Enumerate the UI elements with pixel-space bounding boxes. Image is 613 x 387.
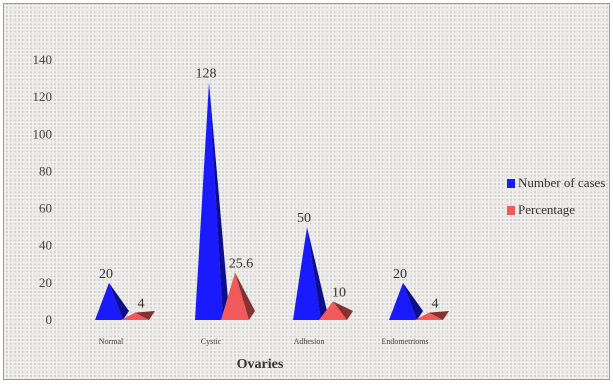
data-labels: 20 128 50 20 4 25.6 10 4 [99, 66, 439, 311]
y-axis-ticks: 0 20 40 60 80 100 120 140 [33, 52, 53, 327]
pyramid-front-face [389, 282, 417, 320]
pyramid-front-face [319, 301, 347, 320]
legend-label: Percentage [518, 202, 575, 217]
pyramid-back-face [333, 301, 353, 320]
category-label: Normal [99, 337, 124, 346]
pyramid-front-face [95, 282, 123, 320]
data-label: 10 [332, 285, 346, 300]
pyramid-back-face [235, 272, 255, 320]
legend: Number of cases Percentage [507, 175, 605, 217]
legend-swatch [507, 179, 515, 188]
y-tick-label: 60 [39, 201, 52, 216]
percentage-pyramid-endometrioms [415, 311, 449, 320]
y-tick-label: 100 [33, 126, 53, 141]
pyramid-front-face [121, 312, 149, 320]
pyramid-back-face [135, 311, 155, 320]
percentage-pyramid-cystic [221, 272, 255, 320]
y-tick-label: 0 [46, 312, 53, 327]
y-tick-label: 20 [39, 275, 52, 290]
y-tick-label: 80 [39, 163, 52, 178]
y-tick-label: 140 [33, 52, 53, 67]
percentage-pyramid-normal [121, 311, 155, 320]
percentage-pyramid-adhesion [319, 301, 353, 320]
pyramid-back-face [429, 311, 449, 320]
data-label: 20 [393, 267, 407, 282]
category-label: Endometrioms [381, 337, 428, 346]
category-labels: Normal Cystic Adhesion Endometrioms [99, 337, 429, 346]
category-label: Adhesion [294, 337, 325, 346]
cases-pyramid-cystic [195, 82, 229, 321]
chart-frame: 0 20 40 60 80 100 120 140 20 128 50 20 4 25.6 10 4 Nor… [3, 3, 610, 380]
chart-marks [95, 82, 449, 321]
pyramid-front-face [415, 312, 443, 320]
legend-swatch [507, 206, 515, 215]
data-label: 20 [99, 267, 113, 282]
pyramid-back-face [109, 282, 129, 320]
data-label: 128 [196, 66, 217, 81]
data-label: 25.6 [229, 256, 254, 271]
pyramid-front-face [221, 272, 249, 320]
pyramid-back-face [403, 282, 423, 320]
cases-pyramid-adhesion [293, 227, 327, 320]
cases-pyramid-endometrioms [389, 282, 423, 320]
y-tick-label: 120 [33, 89, 53, 104]
pyramid-back-face [209, 82, 229, 321]
pyramid-bar-chart: 0 20 40 60 80 100 120 140 20 128 50 20 4 25.6 10 4 Nor… [33, 52, 606, 372]
pyramid-back-face [307, 227, 327, 320]
pyramid-front-face [293, 227, 321, 320]
category-label: Cystic [201, 337, 222, 346]
data-label: 4 [138, 297, 145, 312]
legend-label: Number of cases [518, 175, 605, 190]
data-label: 50 [297, 211, 311, 226]
x-axis-label: Ovaries [237, 357, 284, 372]
cases-pyramid-normal [95, 282, 129, 320]
pyramid-front-face [195, 82, 223, 321]
y-tick-label: 40 [39, 238, 52, 253]
data-label: 4 [432, 297, 439, 312]
